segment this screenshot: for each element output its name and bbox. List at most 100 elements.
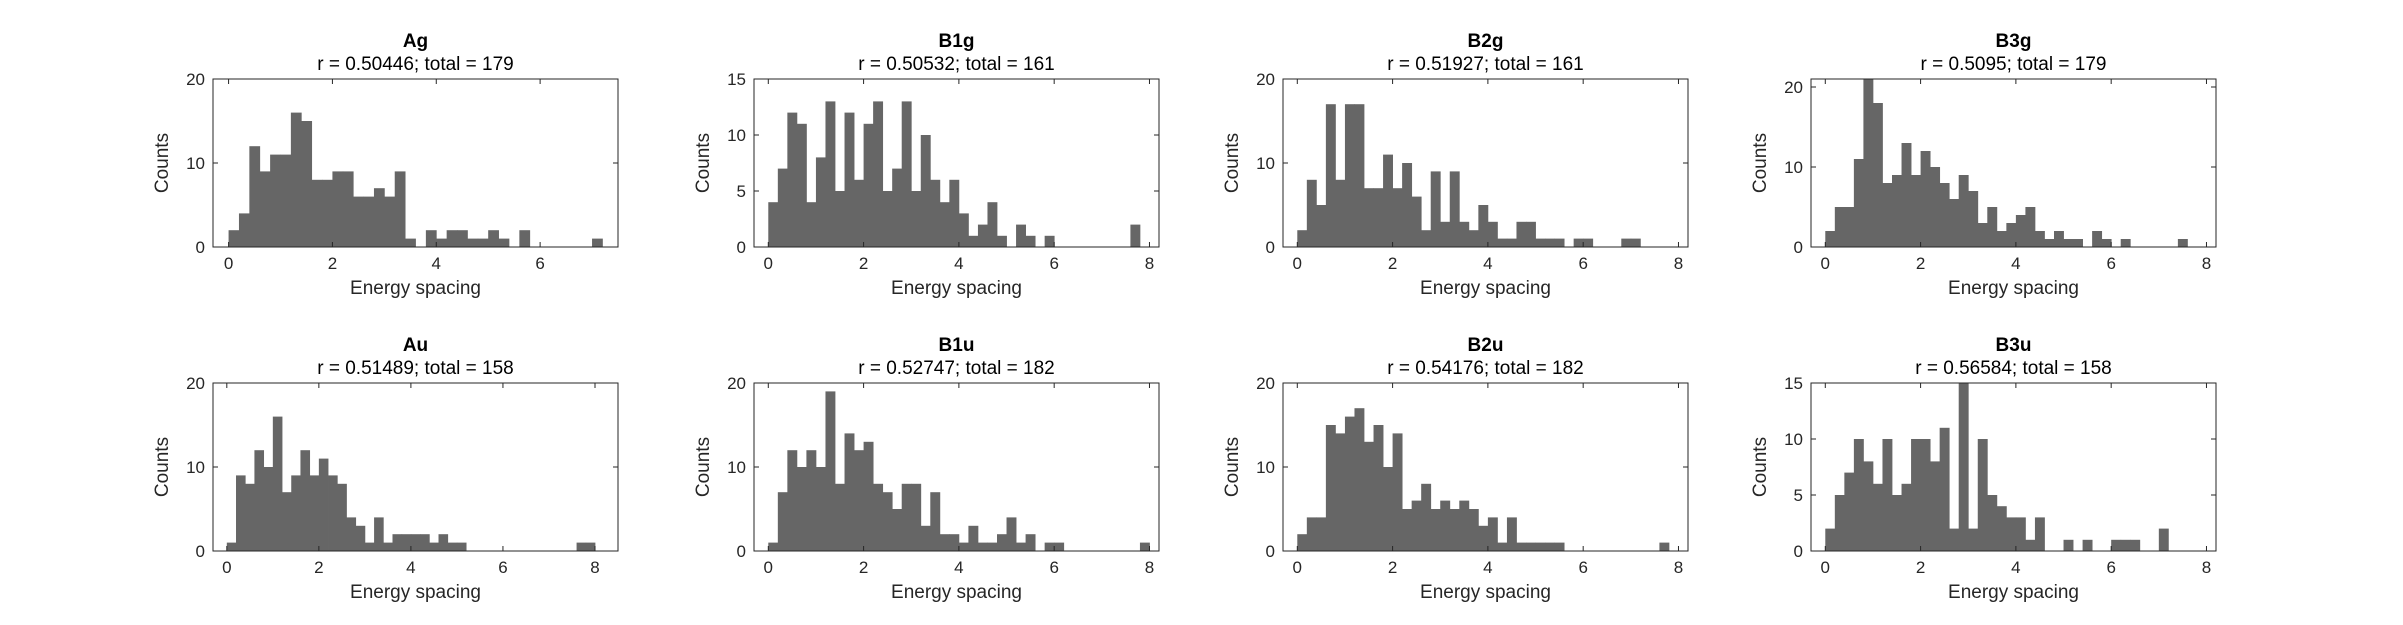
histogram-bar: [1545, 238, 1555, 247]
histogram-bar: [1392, 433, 1403, 551]
histogram-panel-au: 0 2 4 6 8 0 10 20 Aur = 0.51489; total = 158 Ener…: [152, 335, 619, 603]
histogram-bar: [1297, 534, 1308, 551]
histogram-bar: [467, 238, 479, 247]
histogram-bar: [1130, 224, 1141, 247]
y-tick-label: 10: [186, 154, 205, 173]
x-tick-label: 6: [2106, 558, 2115, 577]
histogram-bar: [901, 483, 912, 551]
bars-b1g: [768, 101, 1141, 248]
histogram-bar: [394, 171, 406, 247]
histogram-bar: [420, 534, 430, 551]
x-tick-label: 0: [1821, 254, 1830, 273]
histogram-bar: [1468, 230, 1479, 247]
histogram-bar: [1939, 427, 1950, 551]
histogram-bar: [1383, 467, 1393, 551]
x-tick-label: 2: [328, 254, 337, 273]
histogram-bar: [1516, 542, 1527, 551]
histogram-bar: [1844, 207, 1855, 247]
histogram-bar: [1949, 199, 1960, 247]
histogram-bar: [2006, 517, 2017, 551]
x-tick-label: 8: [2202, 558, 2211, 577]
histogram-bar: [342, 171, 354, 247]
histogram-bar: [519, 230, 531, 247]
y-tick-label: 20: [186, 70, 205, 89]
y-tick-label: 0: [737, 542, 746, 561]
histogram-bar: [353, 196, 364, 247]
histogram-bar: [438, 534, 449, 551]
panel-title: B1g: [939, 31, 975, 52]
histogram-bar: [997, 235, 1007, 247]
histogram-bar: [873, 483, 884, 551]
histogram-bar: [2111, 539, 2122, 551]
bars-au: [226, 416, 596, 551]
histogram-bar: [1506, 517, 1517, 551]
x-tick-label: 2: [314, 558, 323, 577]
panel-subtitle: r = 0.56584; total = 158: [1915, 358, 2112, 379]
y-tick-label: 0: [1794, 542, 1803, 561]
x-tick-label: 8: [1145, 254, 1154, 273]
x-axis-label: Energy spacing: [1420, 278, 1551, 299]
histogram-bar: [787, 450, 798, 551]
histogram-bar: [958, 542, 969, 551]
x-tick-label: 8: [2202, 254, 2211, 273]
histogram-bar: [1487, 517, 1498, 551]
histogram-bar: [1996, 506, 2007, 551]
histogram-bar: [863, 123, 874, 247]
x-tick-label: 4: [954, 558, 963, 577]
histogram-bar: [835, 483, 845, 551]
histogram-bar: [2082, 539, 2093, 551]
y-tick-label: 10: [186, 458, 205, 477]
x-tick-label: 2: [859, 254, 868, 273]
histogram-bar: [1535, 542, 1546, 551]
histogram-bar: [332, 171, 344, 247]
x-tick-label: 6: [1049, 254, 1058, 273]
panel-subtitle: r = 0.51927; total = 161: [1387, 54, 1584, 75]
x-tick-label: 8: [1145, 558, 1154, 577]
panel-subtitle: r = 0.5095; total = 179: [1921, 54, 2107, 75]
histogram-bar: [2158, 528, 2169, 551]
histogram-bar: [405, 238, 416, 247]
y-tick-label: 5: [737, 182, 746, 201]
histogram-bar: [1335, 179, 1346, 247]
x-tick-label: 2: [1916, 254, 1925, 273]
x-axis-label: Energy spacing: [1948, 582, 2079, 603]
histogram-bar: [270, 154, 281, 247]
y-tick-label: 10: [1784, 430, 1803, 449]
y-tick-label: 20: [727, 374, 746, 393]
histogram-bar: [882, 492, 893, 551]
histogram-bar: [1863, 79, 1874, 247]
histogram-bar: [949, 179, 960, 247]
histogram-bar: [363, 196, 375, 247]
histogram-bar: [477, 238, 489, 247]
x-axis-label: Energy spacing: [1948, 278, 2079, 299]
histogram-bar: [1659, 542, 1670, 551]
histogram-bar: [1344, 416, 1355, 551]
histogram-bar: [226, 542, 237, 551]
y-tick-label: 0: [1266, 542, 1275, 561]
histogram-bar: [1354, 408, 1365, 551]
y-tick-label: 20: [1784, 78, 1803, 97]
histogram-bar: [777, 492, 788, 551]
histogram-bar: [425, 230, 437, 247]
histogram-bar: [2101, 239, 2112, 247]
x-tick-label: 0: [1293, 254, 1302, 273]
x-tick-label: 0: [1293, 558, 1302, 577]
panel-title: B2u: [1468, 335, 1504, 356]
histogram-bar: [1825, 528, 1836, 551]
histogram-bar: [1297, 230, 1308, 247]
histogram-bar: [1364, 441, 1374, 551]
x-tick-label: 4: [1483, 558, 1492, 577]
histogram-bar: [1920, 439, 1931, 551]
histogram-bar: [446, 230, 458, 247]
histogram-bar: [2130, 539, 2141, 551]
histogram-bar: [2120, 539, 2131, 551]
histogram-bar: [585, 542, 596, 551]
histogram-bar: [1139, 542, 1150, 551]
y-axis-label: Counts: [1222, 133, 1243, 193]
histogram-bar: [328, 475, 338, 551]
y-tick-label: 20: [1256, 374, 1275, 393]
histogram-bar: [1526, 542, 1536, 551]
